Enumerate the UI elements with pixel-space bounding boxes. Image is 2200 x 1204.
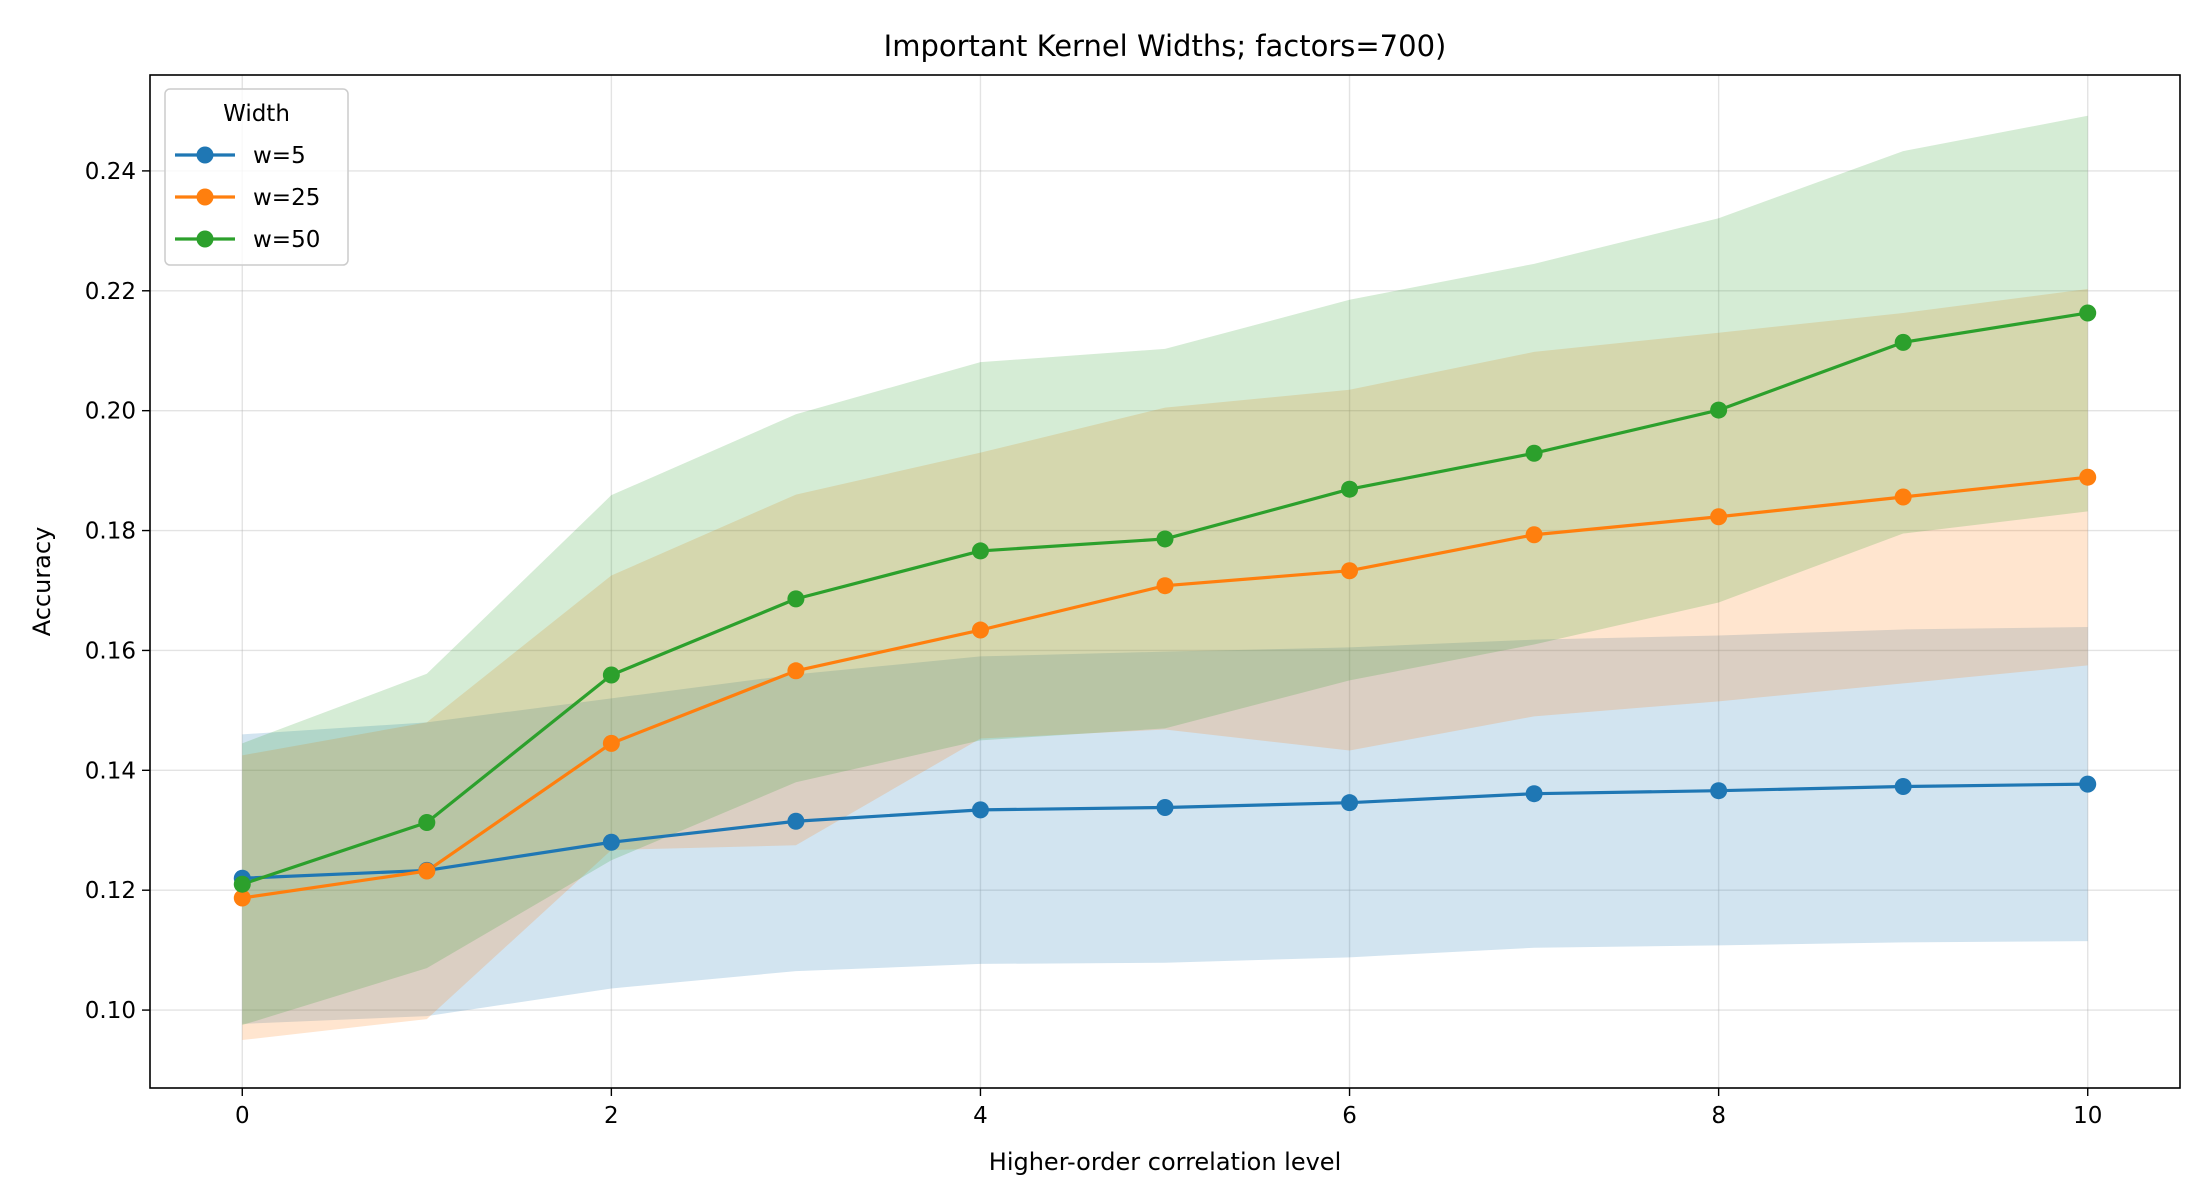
band-w=5 — [242, 627, 2088, 1024]
x-tick-label: 0 — [235, 1103, 250, 1129]
point-w=50 — [1341, 480, 1359, 498]
y-tick-label: 0.12 — [85, 878, 136, 904]
axis-ticks: 0 2 4 6 8 10 0.10 0.12 0.14 0.16 0.18 0.20 0.22 0.24 — [85, 159, 2103, 1129]
legend-marker-w=25 — [196, 188, 214, 206]
point-w=5 — [1341, 794, 1359, 812]
point-w=50 — [418, 813, 436, 831]
x-tick-label: 2 — [604, 1103, 619, 1129]
legend-label-w=25: w=25 — [253, 185, 320, 211]
point-w=25 — [787, 662, 805, 680]
band-w=50 — [242, 115, 2088, 1026]
legend-label-w=5: w=5 — [253, 143, 306, 169]
point-w=5 — [602, 833, 620, 851]
point-w=25 — [233, 889, 251, 907]
y-tick-label: 0.20 — [85, 399, 136, 425]
legend: Width w=5 w=25 w=50 — [164, 88, 349, 266]
point-w=50 — [1894, 333, 1912, 351]
point-w=25 — [602, 734, 620, 752]
point-w=5 — [1710, 782, 1728, 800]
point-w=5 — [2079, 775, 2097, 793]
x-tick-label: 6 — [1342, 1103, 1357, 1129]
point-w=25 — [971, 621, 989, 639]
y-tick-label: 0.18 — [85, 519, 136, 545]
y-axis-label: Accuracy — [28, 527, 56, 637]
point-w=50 — [2079, 304, 2097, 322]
point-w=50 — [1710, 401, 1728, 419]
band-w=25 — [242, 288, 2088, 1041]
confidence-bands — [242, 115, 2088, 1041]
legend-marker-w=50 — [196, 230, 214, 248]
legend-label-w=50: w=50 — [253, 227, 320, 253]
point-w=50 — [602, 666, 620, 684]
point-w=25 — [1894, 488, 1912, 506]
point-w=25 — [1525, 526, 1543, 544]
y-tick-label: 0.10 — [85, 998, 136, 1024]
point-w=25 — [418, 862, 436, 880]
point-w=50 — [1525, 444, 1543, 462]
point-w=50 — [1156, 530, 1174, 548]
y-tick-label: 0.16 — [85, 638, 136, 664]
x-tick-label: 8 — [1711, 1103, 1726, 1129]
y-tick-label: 0.22 — [85, 279, 136, 305]
legend-box — [164, 88, 349, 266]
point-w=25 — [2079, 468, 2097, 486]
point-w=5 — [787, 812, 805, 830]
x-tick-label: 4 — [973, 1103, 988, 1129]
y-tick-label: 0.24 — [85, 159, 136, 185]
point-w=50 — [787, 590, 805, 608]
point-w=25 — [1341, 562, 1359, 580]
legend-title: Width — [223, 101, 290, 127]
plot-frame — [149, 74, 2181, 1089]
chart-title: Important Kernel Widths; factors=700) — [884, 29, 1447, 63]
legend-marker-w=5 — [196, 146, 214, 164]
point-w=25 — [1156, 577, 1174, 595]
point-w=50 — [233, 875, 251, 893]
y-tick-label: 0.14 — [85, 758, 136, 784]
point-w=5 — [1156, 798, 1174, 816]
series-markers — [233, 304, 2097, 907]
point-w=5 — [1894, 777, 1912, 795]
point-w=5 — [1525, 785, 1543, 803]
legend-entries: w=5 w=25 w=50 — [175, 143, 320, 253]
point-w=25 — [1710, 508, 1728, 526]
x-axis-label: Higher-order correlation level — [989, 1148, 1341, 1176]
x-tick-label: 10 — [2073, 1103, 2102, 1129]
point-w=5 — [971, 801, 989, 819]
point-w=50 — [971, 542, 989, 560]
